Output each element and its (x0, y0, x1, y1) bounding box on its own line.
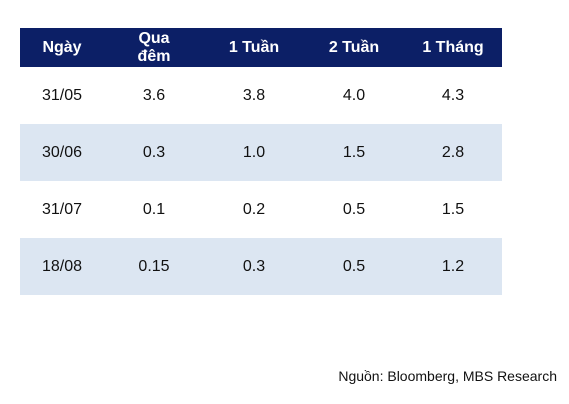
cell-date: 31/07 (41, 200, 83, 218)
cell-1-week: 3.8 (242, 86, 266, 104)
cell-date: 18/08 (20, 238, 104, 295)
cell-overnight: 0.3 (104, 124, 204, 181)
cell-overnight: 0.1 (142, 200, 166, 218)
cell-overnight: 3.6 (142, 86, 166, 104)
cell-1-month: 1.5 (441, 200, 465, 218)
header-1-week: 1 Tuần (204, 28, 304, 67)
source-note: Nguồn: Bloomberg, MBS Research (338, 368, 557, 384)
cell-1-week: 1.0 (204, 124, 304, 181)
cell-2-week: 0.5 (342, 200, 366, 218)
header-2-week: 2 Tuần (304, 28, 404, 67)
cell-1-month: 2.8 (404, 124, 502, 181)
cell-overnight: 0.15 (104, 238, 204, 295)
cell-1-week: 0.2 (242, 200, 266, 218)
header-1-month: 1 Tháng (404, 28, 502, 67)
table-body: 31/05 3.6 3.8 4.0 4.3 30/06 0.3 1.0 1.5 … (20, 67, 502, 295)
cell-date: 31/05 (41, 86, 83, 104)
cell-1-month: 4.3 (441, 86, 465, 104)
table-row: 31/05 3.6 3.8 4.0 4.3 (20, 67, 502, 124)
cell-2-week: 1.5 (304, 124, 404, 181)
header-row: Ngày Qua đêm 1 Tuần 2 Tuần 1 Tháng (20, 28, 502, 67)
table-row: 30/06 0.3 1.0 1.5 2.8 (20, 124, 502, 181)
table-header: Ngày Qua đêm 1 Tuần 2 Tuần 1 Tháng (20, 28, 502, 67)
cell-date: 30/06 (20, 124, 104, 181)
header-overnight: Qua đêm (104, 28, 204, 67)
table-row: 18/08 0.15 0.3 0.5 1.2 (20, 238, 502, 295)
cell-1-month: 1.2 (404, 238, 502, 295)
header-date: Ngày (20, 28, 104, 67)
interest-rate-table: Ngày Qua đêm 1 Tuần 2 Tuần 1 Tháng 31/05… (20, 28, 502, 295)
cell-2-week: 0.5 (304, 238, 404, 295)
cell-2-week: 4.0 (342, 86, 366, 104)
table-row: 31/07 0.1 0.2 0.5 1.5 (20, 181, 502, 238)
cell-1-week: 0.3 (204, 238, 304, 295)
